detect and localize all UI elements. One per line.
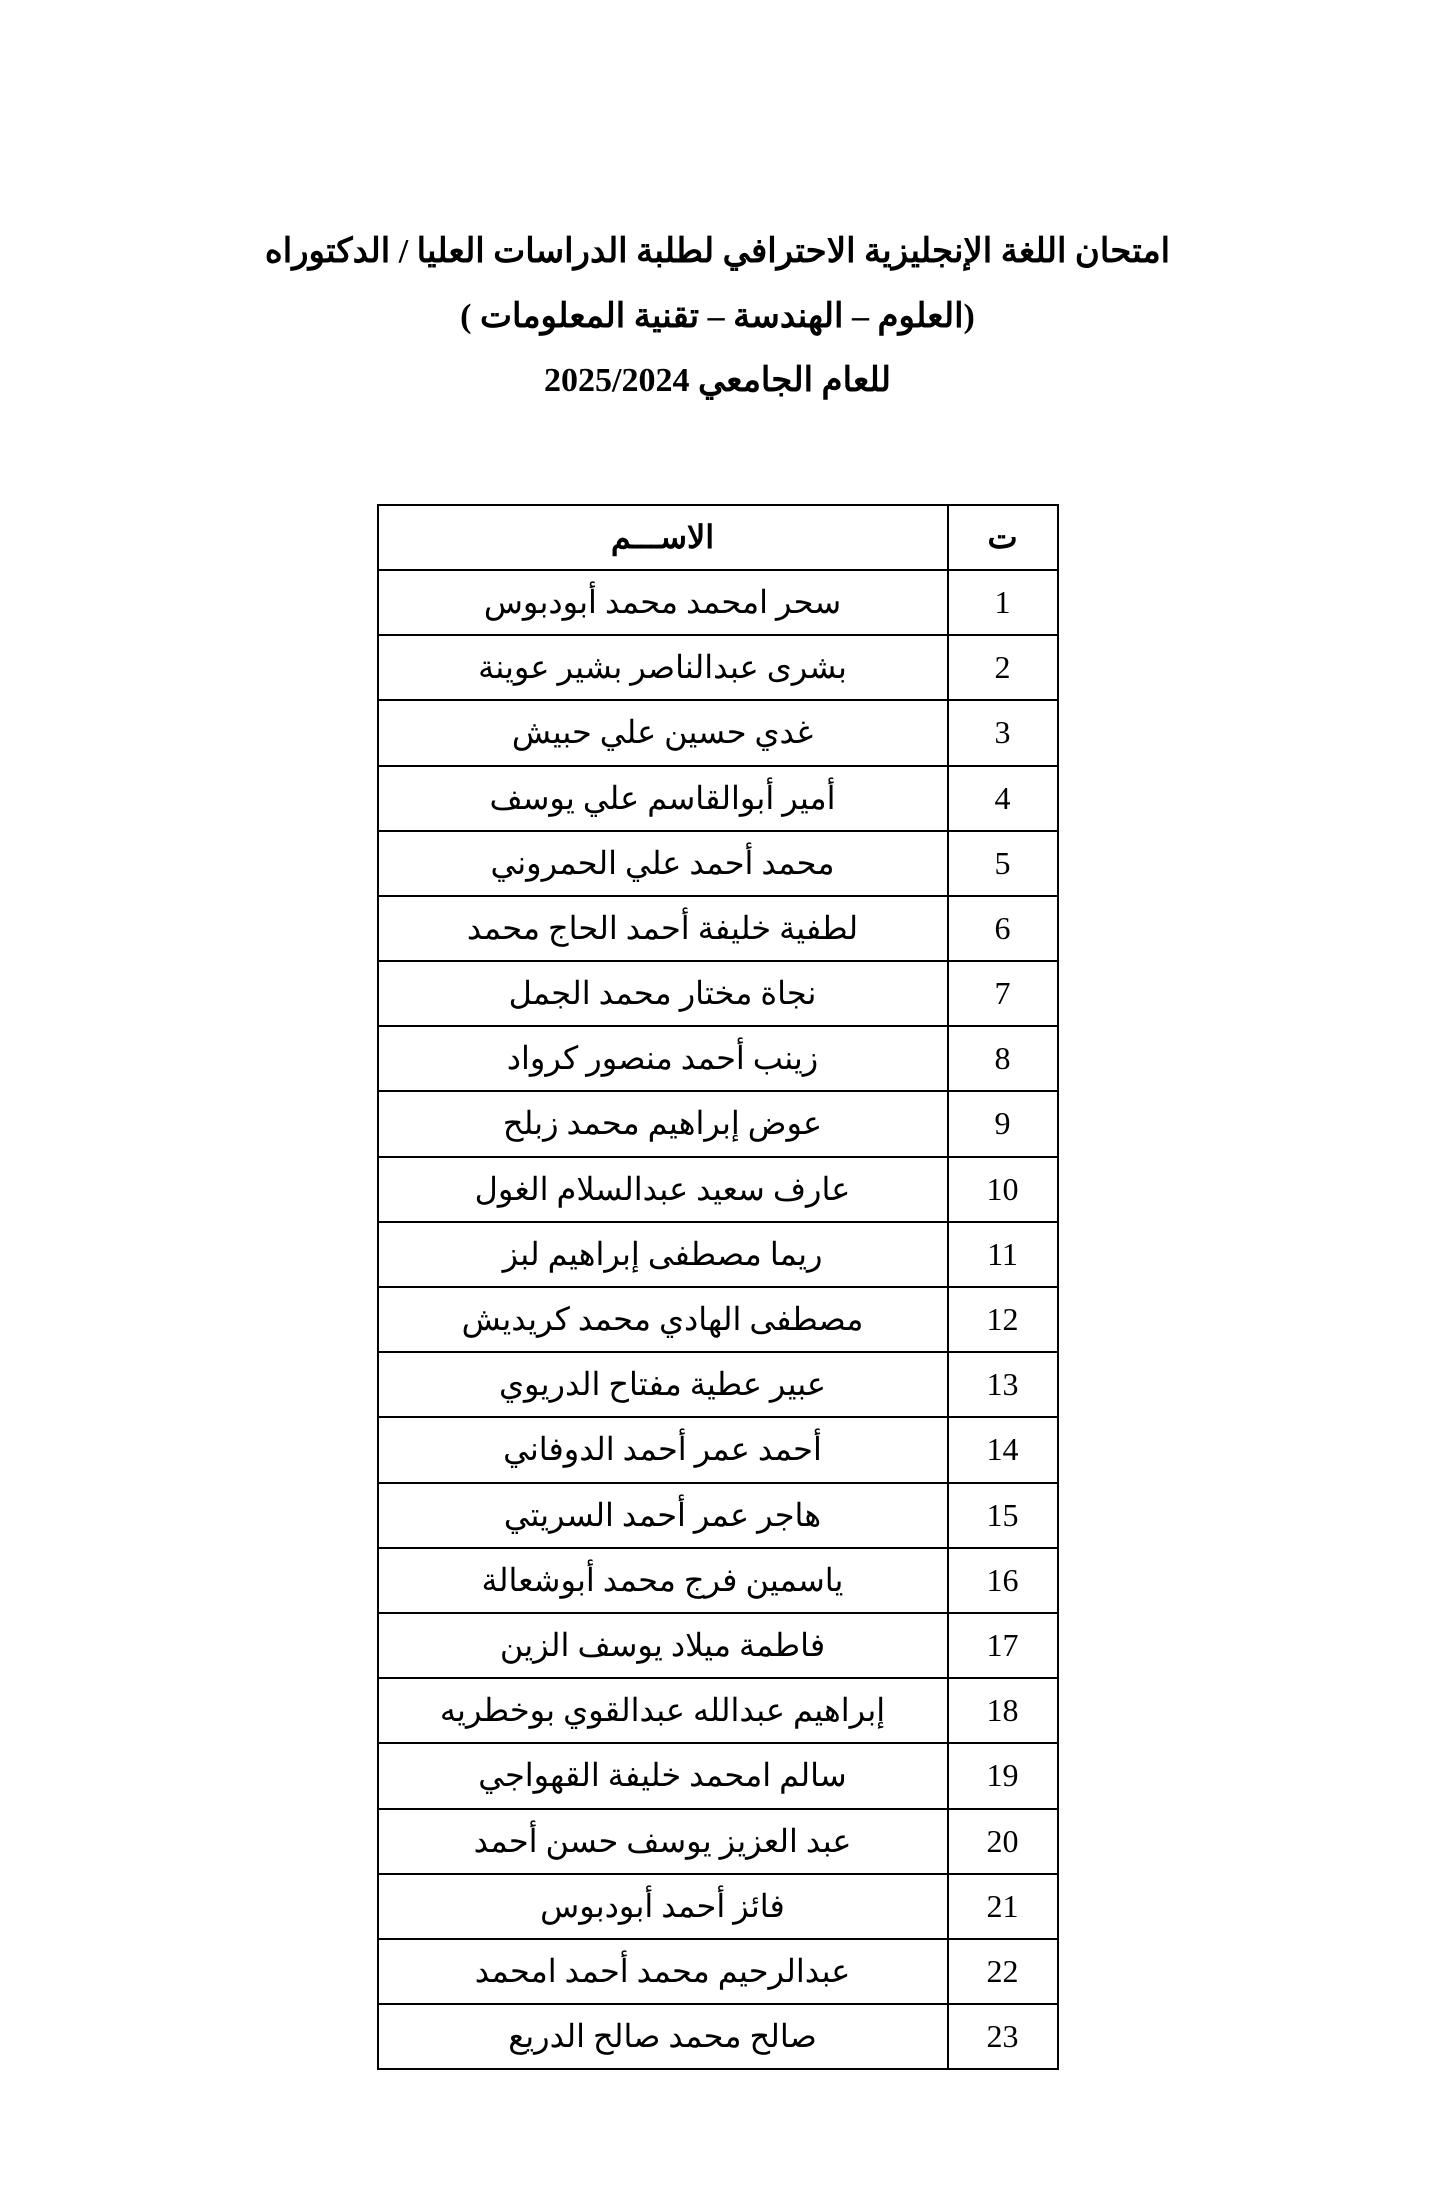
names-table: ت الاســـم 1سحر امحمد محمد أبودبوس2بشرى … [377,504,1059,2071]
row-name: غدي حسين علي حبيش [378,700,948,765]
table-row: 19سالم امحمد خليفة القهواجي [378,1743,1058,1808]
document-page: امتحان اللغة الإنجليزية الاحترافي لطلبة … [0,0,1435,2190]
table-row: 1سحر امحمد محمد أبودبوس [378,570,1058,635]
table-row: 18إبراهيم عبدالله عبدالقوي بوخطريه [378,1678,1058,1743]
row-name: عبير عطية مفتاح الدريوي [378,1352,948,1417]
row-index: 10 [948,1157,1058,1222]
row-index: 19 [948,1743,1058,1808]
row-name: سالم امحمد خليفة القهواجي [378,1743,948,1808]
table-row: 13عبير عطية مفتاح الدريوي [378,1352,1058,1417]
row-index: 17 [948,1613,1058,1678]
table-row: 21فائز أحمد أبودبوس [378,1874,1058,1939]
row-index: 13 [948,1352,1058,1417]
row-name: عوض إبراهيم محمد زبلح [378,1091,948,1156]
table-body: 1سحر امحمد محمد أبودبوس2بشرى عبدالناصر ب… [378,570,1058,2069]
table-row: 9عوض إبراهيم محمد زبلح [378,1091,1058,1156]
row-name: ياسمين فرج محمد أبوشعالة [378,1548,948,1613]
row-index: 4 [948,766,1058,831]
table-row: 23صالح محمد صالح الدريع [378,2004,1058,2069]
row-name: فائز أحمد أبودبوس [378,1874,948,1939]
col-header-name: الاســـم [378,505,948,570]
row-name: زينب أحمد منصور كرواد [378,1026,948,1091]
row-name: إبراهيم عبدالله عبدالقوي بوخطريه [378,1678,948,1743]
row-index: 8 [948,1026,1058,1091]
row-name: نجاة مختار محمد الجمل [378,961,948,1026]
document-header: امتحان اللغة الإنجليزية الاحترافي لطلبة … [180,220,1255,414]
table-row: 10عارف سعيد عبدالسلام الغول [378,1157,1058,1222]
row-name: بشرى عبدالناصر بشير عوينة [378,635,948,700]
row-index: 2 [948,635,1058,700]
row-name: سحر امحمد محمد أبودبوس [378,570,948,635]
row-name: صالح محمد صالح الدريع [378,2004,948,2069]
table-row: 12مصطفى الهادي محمد كريديش [378,1287,1058,1352]
table-row: 20عبد العزيز يوسف حسن أحمد [378,1809,1058,1874]
row-index: 9 [948,1091,1058,1156]
row-index: 7 [948,961,1058,1026]
row-index: 21 [948,1874,1058,1939]
row-index: 11 [948,1222,1058,1287]
row-index: 6 [948,896,1058,961]
row-name: مصطفى الهادي محمد كريديش [378,1287,948,1352]
table-row: 16ياسمين فرج محمد أبوشعالة [378,1548,1058,1613]
row-index: 23 [948,2004,1058,2069]
row-name: هاجر عمر أحمد السريتي [378,1483,948,1548]
title-line-3: للعام الجامعي 2025/2024 [180,349,1255,414]
table-row: 17فاطمة ميلاد يوسف الزين [378,1613,1058,1678]
row-index: 18 [948,1678,1058,1743]
row-index: 1 [948,570,1058,635]
row-index: 16 [948,1548,1058,1613]
row-index: 22 [948,1939,1058,2004]
row-index: 5 [948,831,1058,896]
row-name: فاطمة ميلاد يوسف الزين [378,1613,948,1678]
table-header-row: ت الاســـم [378,505,1058,570]
row-index: 3 [948,700,1058,765]
table-row: 2بشرى عبدالناصر بشير عوينة [378,635,1058,700]
title-line-2: (العلوم – الهندسة – تقنية المعلومات ) [180,285,1255,350]
row-name: أحمد عمر أحمد الدوفاني [378,1417,948,1482]
table-container: ت الاســـم 1سحر امحمد محمد أبودبوس2بشرى … [180,504,1255,2071]
table-row: 22عبدالرحيم محمد أحمد امحمد [378,1939,1058,2004]
col-header-index: ت [948,505,1058,570]
row-name: عبد العزيز يوسف حسن أحمد [378,1809,948,1874]
row-name: عارف سعيد عبدالسلام الغول [378,1157,948,1222]
table-row: 4أمير أبوالقاسم علي يوسف [378,766,1058,831]
row-name: أمير أبوالقاسم علي يوسف [378,766,948,831]
table-row: 15هاجر عمر أحمد السريتي [378,1483,1058,1548]
row-name: لطفية خليفة أحمد الحاج محمد [378,896,948,961]
title-line-1: امتحان اللغة الإنجليزية الاحترافي لطلبة … [180,220,1255,285]
row-index: 14 [948,1417,1058,1482]
row-index: 15 [948,1483,1058,1548]
table-row: 3غدي حسين علي حبيش [378,700,1058,765]
table-row: 6لطفية خليفة أحمد الحاج محمد [378,896,1058,961]
row-index: 20 [948,1809,1058,1874]
row-index: 12 [948,1287,1058,1352]
table-row: 7نجاة مختار محمد الجمل [378,961,1058,1026]
table-row: 14أحمد عمر أحمد الدوفاني [378,1417,1058,1482]
table-row: 11ريما مصطفى إبراهيم لبز [378,1222,1058,1287]
row-name: محمد أحمد علي الحمروني [378,831,948,896]
row-name: عبدالرحيم محمد أحمد امحمد [378,1939,948,2004]
table-row: 8زينب أحمد منصور كرواد [378,1026,1058,1091]
row-name: ريما مصطفى إبراهيم لبز [378,1222,948,1287]
table-row: 5محمد أحمد علي الحمروني [378,831,1058,896]
